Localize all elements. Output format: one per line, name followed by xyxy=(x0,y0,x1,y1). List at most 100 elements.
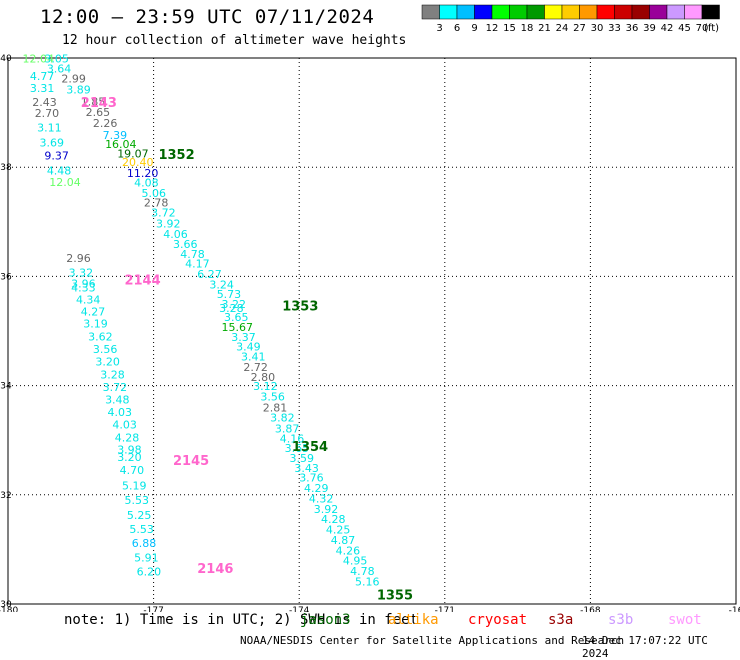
y-tick-label: 32 xyxy=(0,491,11,501)
wave-height-label: 4.34 xyxy=(76,294,101,307)
wave-height-label: 4.03 xyxy=(107,406,132,419)
wave-height-label: 4.17 xyxy=(185,258,210,271)
wave-height-label: 12.04 xyxy=(49,176,81,189)
wave-height-label: 2.70 xyxy=(35,107,60,120)
wave-height-label: 3.65 xyxy=(224,311,249,324)
x-tick-label: -168 xyxy=(580,606,601,612)
wave-height-label: 3.72 xyxy=(103,381,128,394)
map-title: 12:00 – 23:59 UTC 07/11/2024 xyxy=(40,6,375,28)
wave-height-label: 3.05 xyxy=(44,52,69,65)
wave-height-label: 3.98 xyxy=(117,443,142,456)
satellite-legend-item: s3a xyxy=(548,612,574,628)
wave-height-label: 12.04 xyxy=(23,52,54,65)
colorbar-label: 42 xyxy=(661,23,674,34)
wave-height-label: 4.06 xyxy=(163,228,188,241)
wave-height-label: 3.64 xyxy=(47,63,72,76)
wave-height-label: 3.49 xyxy=(236,341,261,354)
wave-height-label: 7.39 xyxy=(103,129,128,142)
wave-height-label: 4.95 xyxy=(343,555,368,568)
wave-height-label: 4.08 xyxy=(134,176,159,189)
wave-height-label: 3.48 xyxy=(105,394,130,407)
wave-height-label: 3.24 xyxy=(209,278,234,291)
wave-height-label: 16.04 xyxy=(105,138,137,151)
colorbar-label: 6 xyxy=(454,23,460,34)
x-tick-label: -16 xyxy=(729,606,740,612)
wave-height-label: 3.22 xyxy=(222,298,247,311)
track-time-label: 2144 xyxy=(124,274,160,289)
altimeter-map: -180 -177 -174 -171 -168 -16 40 38 36 34 32 30 12.04… xyxy=(0,52,740,612)
wave-height-label: 5.53 xyxy=(124,494,149,507)
wave-height-label: 5.19 xyxy=(122,479,147,492)
colorbar-label: 18 xyxy=(521,23,534,34)
wave-height-label: 3.96 xyxy=(71,277,96,290)
track-time-label: 1353 xyxy=(282,299,318,314)
colorbar-unit: (ft) xyxy=(704,23,719,34)
wave-height-label: 4.70 xyxy=(120,464,145,477)
wave-height-label: 3.28 xyxy=(219,302,244,315)
colorbar-label: 3 xyxy=(436,23,442,34)
wave-height-label: 3.12 xyxy=(253,380,277,393)
wave-height-label: 4.25 xyxy=(326,524,351,537)
track-time-label: 1354 xyxy=(292,440,328,455)
wave-height-label: 2.43 xyxy=(32,96,57,109)
colorbar-label: 9 xyxy=(471,23,477,34)
wave-height-label: 3.69 xyxy=(40,136,64,149)
wave-height-label: 3.37 xyxy=(231,331,256,344)
wave-height-label: 3.56 xyxy=(93,343,118,356)
wave-height-label: 20.40 xyxy=(122,156,154,169)
wave-height-label: 2.78 xyxy=(144,197,169,210)
wave-height-label: 4.78 xyxy=(350,565,375,578)
track-time-label: 1355 xyxy=(377,589,413,604)
wave-height-label: 3.82 xyxy=(270,412,295,425)
satellite-legend-item: altika xyxy=(388,612,439,628)
wave-height-label: 2.72 xyxy=(243,361,267,374)
wave-height-label: 4.29 xyxy=(304,482,329,495)
y-tick-label: 30 xyxy=(0,600,12,610)
wave-height-label: 2.80 xyxy=(251,371,276,384)
track-time-label: 2145 xyxy=(173,454,209,469)
wave-height-label: 5.73 xyxy=(217,288,242,301)
wave-height-label: 4.32 xyxy=(309,492,334,505)
colorbar-label: 30 xyxy=(591,23,604,34)
wave-height-label: 3.62 xyxy=(88,330,113,343)
satellite-legend-item: jason3 xyxy=(300,612,351,628)
x-tick-label: -177 xyxy=(143,606,163,612)
wave-height-label: 5.16 xyxy=(355,575,380,588)
wave-height-label: 3.20 xyxy=(95,355,120,368)
wave-height-label: 2.96 xyxy=(66,252,91,265)
wave-height-label: 4.28 xyxy=(115,431,140,444)
wave-height-label: 6.88 xyxy=(132,537,157,550)
x-tick-label: -171 xyxy=(435,606,455,612)
wave-height-label: 4.48 xyxy=(47,164,72,177)
wave-height-label: 4.28 xyxy=(321,513,346,526)
wave-height-label: 3.43 xyxy=(294,462,319,475)
wave-height-label: 4.78 xyxy=(180,248,205,261)
map-subtitle: 12 hour collection of altimeter wave hei… xyxy=(62,33,407,48)
wave-height-label: 3.11 xyxy=(37,122,62,135)
wave-height-label: 2.26 xyxy=(93,117,118,130)
colorbar-label: 33 xyxy=(608,23,621,34)
wave-height-label: 3.20 xyxy=(117,451,142,464)
colorbar-label: 45 xyxy=(678,23,691,34)
wave-height-label: 5.25 xyxy=(127,509,152,522)
wave-height-label: 2.81 xyxy=(263,401,288,414)
footer-note: note: 1) Time is in UTC; 2) SWH is in fe… xyxy=(64,612,419,628)
wave-height-label: 6.27 xyxy=(197,268,222,281)
wave-height-label: 3.28 xyxy=(100,369,125,382)
wave-height-label: 3.66 xyxy=(173,238,198,251)
satellite-legend-item: s3b xyxy=(608,612,634,628)
track-time-label: 2143 xyxy=(81,96,117,111)
wave-height-label: 3.72 xyxy=(151,206,176,219)
satellite-legend-item: cryosat xyxy=(468,612,528,628)
wave-height-label: 3.87 xyxy=(275,423,300,436)
track-time-label: 2146 xyxy=(197,562,233,577)
wave-height-label: 4.26 xyxy=(336,544,361,557)
colorbar-label: 70 xyxy=(696,23,709,34)
colorbar-label: 36 xyxy=(626,23,639,34)
wave-height-label: 3.59 xyxy=(289,452,314,465)
x-tick-label: -174 xyxy=(289,606,310,612)
credit-line: NOAA/NESDIS Center for Satellite Applica… xyxy=(240,634,625,647)
wave-height-label: 19.07 xyxy=(117,147,149,160)
colorbar-label: 24 xyxy=(556,23,569,34)
wave-height-label: 3.41 xyxy=(241,350,266,363)
